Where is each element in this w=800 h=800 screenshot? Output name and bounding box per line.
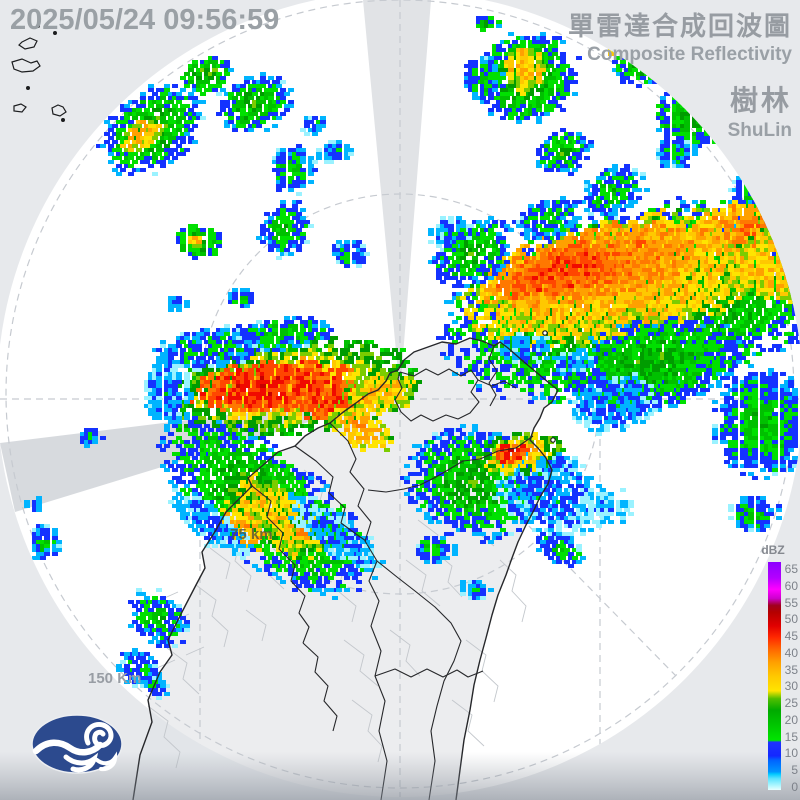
echo-layer: [24, 16, 800, 700]
legend-tick-10: 10: [784, 746, 798, 761]
islets: [11, 24, 556, 443]
blocked-sector-north: [363, 0, 431, 394]
legend-tick-60: 60: [784, 578, 798, 593]
bottom-shade: [0, 752, 800, 800]
range-label-150km: 150 Km: [88, 670, 142, 687]
station-name-zh: 樹林: [729, 85, 792, 116]
product-title-en: Composite Reflectivity: [587, 44, 792, 65]
legend-tick-0: 0: [791, 780, 798, 794]
coastline: [132, 337, 559, 800]
timestamp: 2025/05/24 09:56:59: [10, 4, 280, 36]
legend-tick-35: 35: [784, 662, 798, 677]
legend-tick-45: 45: [784, 629, 798, 644]
legend-tick-55: 55: [784, 595, 798, 610]
legend-tick-50: 50: [784, 612, 798, 627]
cwa-logo: [31, 714, 123, 774]
legend-tick-30: 30: [784, 679, 798, 694]
legend-tick-20: 20: [784, 712, 798, 727]
legend-tick-40: 40: [784, 645, 798, 660]
legend-tick-15: 15: [784, 729, 798, 744]
legend-tick-65: 65: [784, 561, 798, 576]
legend-tick-5: 5: [791, 763, 798, 778]
legend-unit-label: dBZ: [761, 543, 785, 557]
county-borders: [132, 337, 559, 800]
range-label-75km: 75 km: [230, 526, 273, 543]
legend-tick-25: 25: [784, 696, 798, 711]
legend-color-bar: [768, 562, 781, 790]
product-title-zh: 單雷達合成回波圖: [567, 11, 792, 41]
station-name-en: ShuLin: [727, 120, 792, 141]
title-block: 單雷達合成回波圖 Composite Reflectivity 樹林 ShuLi…: [568, 6, 792, 142]
